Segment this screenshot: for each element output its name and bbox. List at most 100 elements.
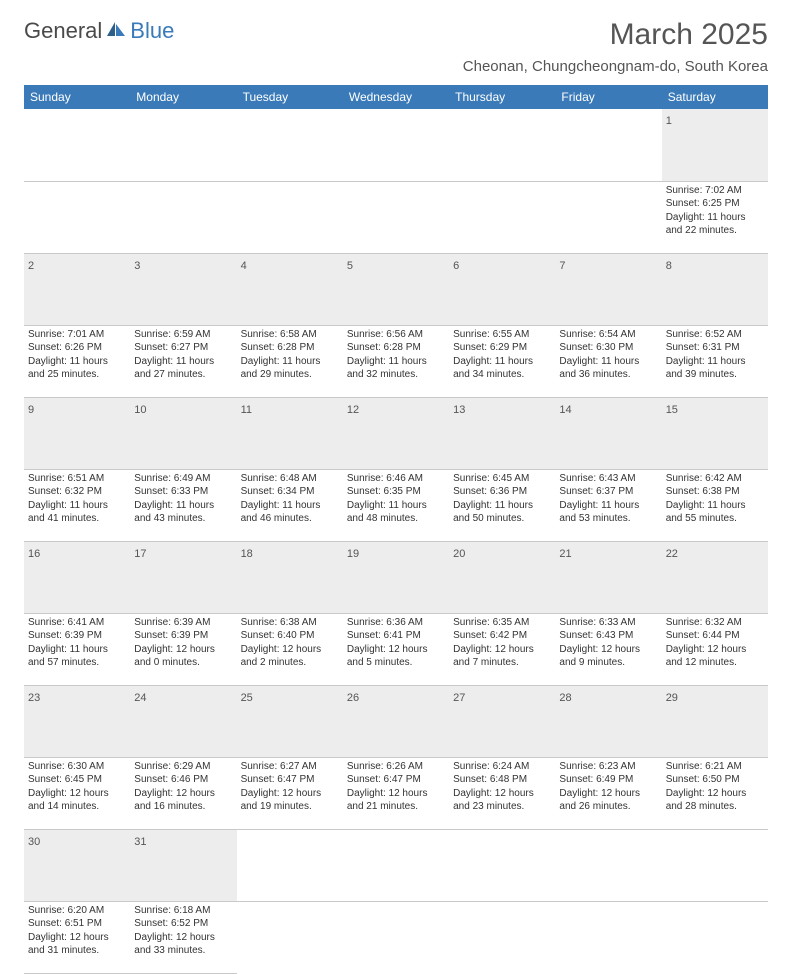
daynum-cell: 22	[662, 541, 768, 613]
day-number: 15	[666, 404, 678, 416]
day-cell	[130, 181, 236, 253]
daynum-cell	[24, 109, 130, 181]
daynum-cell: 5	[343, 253, 449, 325]
day-details: Sunrise: 6:55 AMSunset: 6:29 PMDaylight:…	[453, 328, 551, 382]
day-cell	[449, 901, 555, 973]
day-details: Sunrise: 6:32 AMSunset: 6:44 PMDaylight:…	[666, 616, 764, 670]
daynum-cell: 27	[449, 685, 555, 757]
day-number: 13	[453, 404, 465, 416]
day-cell: Sunrise: 6:29 AMSunset: 6:46 PMDaylight:…	[130, 757, 236, 829]
day-header: Saturday	[662, 85, 768, 109]
daynum-cell: 12	[343, 397, 449, 469]
daynum-cell: 18	[237, 541, 343, 613]
day-cell: Sunrise: 6:26 AMSunset: 6:47 PMDaylight:…	[343, 757, 449, 829]
content-row: Sunrise: 6:41 AMSunset: 6:39 PMDaylight:…	[24, 613, 768, 685]
day-cell: Sunrise: 6:58 AMSunset: 6:28 PMDaylight:…	[237, 325, 343, 397]
daynum-row: 1	[24, 109, 768, 181]
content-row: Sunrise: 6:20 AMSunset: 6:51 PMDaylight:…	[24, 901, 768, 973]
daynum-row: 16 17 18 19 20 2122	[24, 541, 768, 613]
day-number: 30	[28, 836, 40, 848]
day-header: Sunday	[24, 85, 130, 109]
day-number: 4	[241, 260, 247, 272]
day-cell: Sunrise: 6:21 AMSunset: 6:50 PMDaylight:…	[662, 757, 768, 829]
day-header: Tuesday	[237, 85, 343, 109]
day-details: Sunrise: 6:45 AMSunset: 6:36 PMDaylight:…	[453, 472, 551, 526]
day-details: Sunrise: 6:54 AMSunset: 6:30 PMDaylight:…	[559, 328, 657, 382]
daynum-cell: 13	[449, 397, 555, 469]
daynum-cell	[343, 109, 449, 181]
day-number: 31	[134, 836, 146, 848]
day-cell: Sunrise: 6:32 AMSunset: 6:44 PMDaylight:…	[662, 613, 768, 685]
daynum-cell	[130, 109, 236, 181]
day-details: Sunrise: 6:43 AMSunset: 6:37 PMDaylight:…	[559, 472, 657, 526]
day-cell	[449, 181, 555, 253]
day-cell	[555, 901, 661, 973]
day-details: Sunrise: 6:18 AMSunset: 6:52 PMDaylight:…	[134, 904, 232, 958]
day-details: Sunrise: 6:38 AMSunset: 6:40 PMDaylight:…	[241, 616, 339, 670]
day-number: 7	[559, 260, 565, 272]
day-cell: Sunrise: 6:20 AMSunset: 6:51 PMDaylight:…	[24, 901, 130, 973]
day-details: Sunrise: 6:35 AMSunset: 6:42 PMDaylight:…	[453, 616, 551, 670]
day-details: Sunrise: 6:33 AMSunset: 6:43 PMDaylight:…	[559, 616, 657, 670]
daynum-cell: 16	[24, 541, 130, 613]
day-header: Monday	[130, 85, 236, 109]
day-number: 27	[453, 692, 465, 704]
day-cell: Sunrise: 6:45 AMSunset: 6:36 PMDaylight:…	[449, 469, 555, 541]
day-details: Sunrise: 6:52 AMSunset: 6:31 PMDaylight:…	[666, 328, 764, 382]
day-number: 19	[347, 548, 359, 560]
daynum-cell	[237, 829, 343, 901]
day-number: 28	[559, 692, 571, 704]
day-cell: Sunrise: 6:41 AMSunset: 6:39 PMDaylight:…	[24, 613, 130, 685]
day-cell	[343, 901, 449, 973]
day-cell: Sunrise: 6:38 AMSunset: 6:40 PMDaylight:…	[237, 613, 343, 685]
day-number: 26	[347, 692, 359, 704]
day-number: 17	[134, 548, 146, 560]
daynum-cell	[343, 829, 449, 901]
title-block: March 2025 Cheonan, Chungcheongnam-do, S…	[463, 18, 768, 81]
day-cell	[24, 181, 130, 253]
day-details: Sunrise: 6:41 AMSunset: 6:39 PMDaylight:…	[28, 616, 126, 670]
day-details: Sunrise: 6:51 AMSunset: 6:32 PMDaylight:…	[28, 472, 126, 526]
logo-word-2: Blue	[130, 18, 174, 44]
day-cell: Sunrise: 7:01 AMSunset: 6:26 PMDaylight:…	[24, 325, 130, 397]
day-header: Thursday	[449, 85, 555, 109]
day-cell: Sunrise: 6:49 AMSunset: 6:33 PMDaylight:…	[130, 469, 236, 541]
day-number: 9	[28, 404, 34, 416]
day-number: 1	[666, 115, 672, 127]
day-cell: Sunrise: 6:33 AMSunset: 6:43 PMDaylight:…	[555, 613, 661, 685]
day-number: 2	[28, 260, 34, 272]
daynum-cell: 31	[130, 829, 236, 901]
day-number: 25	[241, 692, 253, 704]
day-cell: Sunrise: 6:30 AMSunset: 6:45 PMDaylight:…	[24, 757, 130, 829]
day-cell: Sunrise: 7:02 AMSunset: 6:25 PMDaylight:…	[662, 181, 768, 253]
day-cell: Sunrise: 6:55 AMSunset: 6:29 PMDaylight:…	[449, 325, 555, 397]
daynum-cell: 3	[130, 253, 236, 325]
day-number: 20	[453, 548, 465, 560]
day-details: Sunrise: 6:42 AMSunset: 6:38 PMDaylight:…	[666, 472, 764, 526]
day-number: 18	[241, 548, 253, 560]
day-cell: Sunrise: 6:42 AMSunset: 6:38 PMDaylight:…	[662, 469, 768, 541]
daynum-cell: 25	[237, 685, 343, 757]
daynum-cell: 30	[24, 829, 130, 901]
daynum-cell: 23	[24, 685, 130, 757]
day-number: 12	[347, 404, 359, 416]
day-details: Sunrise: 6:20 AMSunset: 6:51 PMDaylight:…	[28, 904, 126, 958]
daynum-cell: 19	[343, 541, 449, 613]
daynum-cell: 29	[662, 685, 768, 757]
daynum-cell: 21	[555, 541, 661, 613]
day-details: Sunrise: 6:46 AMSunset: 6:35 PMDaylight:…	[347, 472, 445, 526]
daynum-cell: 7	[555, 253, 661, 325]
day-cell	[237, 901, 343, 973]
calendar-table: SundayMondayTuesdayWednesdayThursdayFrid…	[24, 85, 768, 974]
daynum-cell	[237, 109, 343, 181]
daynum-row: 30 31	[24, 829, 768, 901]
day-number: 29	[666, 692, 678, 704]
calendar-body: 1 Sunrise: 7:02 AMSunset: 6:25 PMDaylight…	[24, 109, 768, 973]
daynum-cell: 11	[237, 397, 343, 469]
day-details: Sunrise: 6:48 AMSunset: 6:34 PMDaylight:…	[241, 472, 339, 526]
content-row: Sunrise: 7:02 AMSunset: 6:25 PMDaylight:…	[24, 181, 768, 253]
day-cell	[662, 901, 768, 973]
daynum-cell: 1	[662, 109, 768, 181]
day-cell: Sunrise: 6:43 AMSunset: 6:37 PMDaylight:…	[555, 469, 661, 541]
day-cell: Sunrise: 6:35 AMSunset: 6:42 PMDaylight:…	[449, 613, 555, 685]
